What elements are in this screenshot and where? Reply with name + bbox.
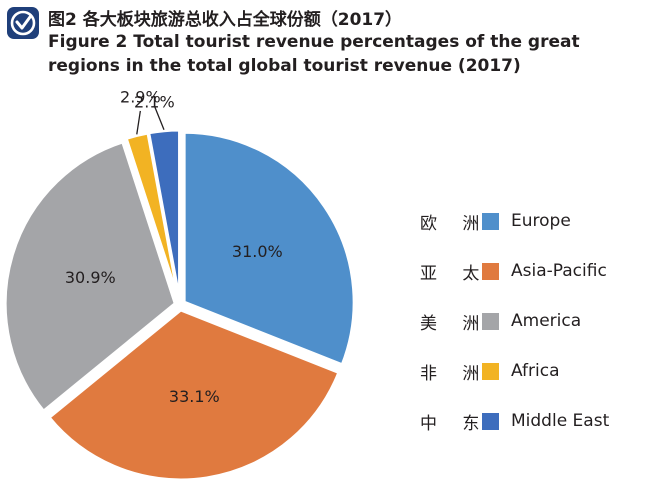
legend-swatch: [482, 212, 499, 230]
legend-label-english: Middle East: [511, 411, 610, 431]
legend-item-africa: 非 洲 Africa: [420, 346, 640, 396]
legend-item-asia-pacific: 亚 太 Asia-Pacific: [420, 246, 640, 296]
checkmark-shield-icon: [7, 7, 39, 39]
data-label-middle-east: 2.9%: [120, 87, 161, 106]
data-label-america: 30.9%: [65, 268, 116, 287]
legend-label-chinese: 中 东: [420, 413, 490, 434]
chart-title-english: Figure 2 Total tourist revenue percentag…: [48, 32, 580, 76]
legend-label-english: Asia-Pacific: [511, 261, 607, 281]
pie-slice-middle-east: [146, 128, 182, 301]
legend-label-english: Europe: [511, 211, 571, 231]
chart-title-chinese: 图2 各大板块旅游总收入占全球份额（2017）: [48, 10, 403, 30]
legend-swatch: [482, 262, 499, 280]
data-label-africa: 2.1%: [134, 92, 175, 111]
pie-slice-america: [3, 140, 177, 414]
legend-label-chinese: 非 洲: [420, 363, 490, 384]
data-label-asia-pacific: 33.1%: [169, 387, 220, 406]
pie-slice-europe: [182, 130, 356, 367]
legend-label-chinese: 亚 太: [420, 263, 490, 284]
legend-item-middle-east: 中 东 Middle East: [420, 396, 640, 446]
legend-label-english: America: [511, 311, 582, 331]
legend-label-english: Africa: [511, 361, 560, 381]
legend-label-chinese: 美 洲: [420, 313, 490, 334]
chart-legend: 欧 洲 Europe 亚 太 Asia-Pacific 美 洲 America 非 洲 Afr…: [420, 196, 640, 446]
pie-slice-asia-pacific: [46, 308, 341, 481]
legend-item-america: 美 洲 America: [420, 296, 640, 346]
legend-swatch: [482, 312, 499, 330]
legend-label-chinese: 欧 洲: [420, 213, 490, 234]
legend-item-europe: 欧 洲 Europe: [420, 196, 640, 246]
leader-line-africa: [136, 110, 141, 135]
leader-line-middle-east: [153, 105, 165, 130]
legend-swatch: [482, 362, 499, 380]
data-label-europe: 31.0%: [232, 242, 283, 261]
legend-swatch: [482, 412, 499, 430]
